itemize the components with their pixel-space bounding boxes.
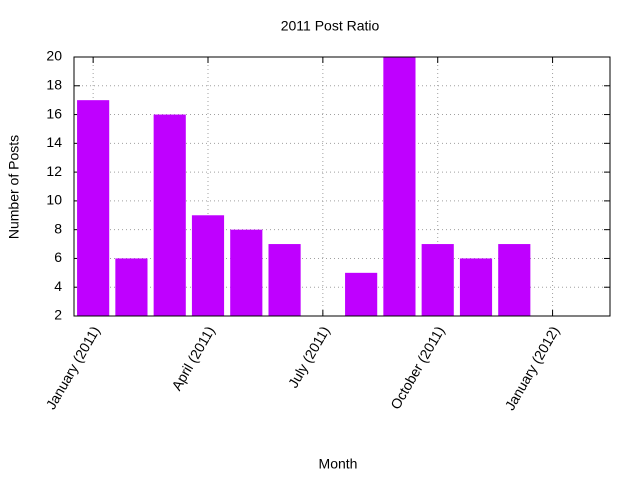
y-tick-label: 12 bbox=[46, 163, 62, 179]
bar bbox=[153, 114, 186, 316]
bar bbox=[77, 100, 110, 317]
x-tick-label: July (2011) bbox=[285, 323, 333, 390]
x-axis-label: Month bbox=[319, 456, 358, 472]
bar bbox=[268, 244, 301, 316]
bar bbox=[230, 229, 263, 316]
x-tick-label: January (2012) bbox=[501, 323, 562, 413]
y-tick-label: 20 bbox=[46, 48, 62, 64]
bar bbox=[115, 258, 148, 316]
y-tick-label: 6 bbox=[54, 249, 62, 265]
y-axis-label: Number of Posts bbox=[6, 135, 22, 239]
y-tick-label: 10 bbox=[46, 192, 62, 208]
y-tick-label: 14 bbox=[46, 134, 62, 150]
plot-frame bbox=[73, 56, 611, 317]
x-tick-label: January (2011) bbox=[43, 323, 103, 412]
x-tick-label: October (2011) bbox=[387, 323, 447, 412]
y-tick-label: 4 bbox=[54, 278, 62, 294]
bar bbox=[191, 215, 225, 316]
x-tick-label: April (2011) bbox=[168, 323, 218, 393]
chart-title: 2011 Post Ratio bbox=[281, 18, 380, 34]
y-tick-label: 18 bbox=[46, 76, 62, 92]
bar bbox=[498, 244, 531, 316]
bar bbox=[345, 272, 378, 316]
bar bbox=[383, 57, 416, 316]
y-tick-label: 2 bbox=[54, 307, 62, 323]
bar bbox=[421, 244, 454, 316]
bar bbox=[459, 258, 493, 316]
y-tick-label: 8 bbox=[54, 220, 62, 236]
y-tick-label: 16 bbox=[46, 105, 62, 121]
